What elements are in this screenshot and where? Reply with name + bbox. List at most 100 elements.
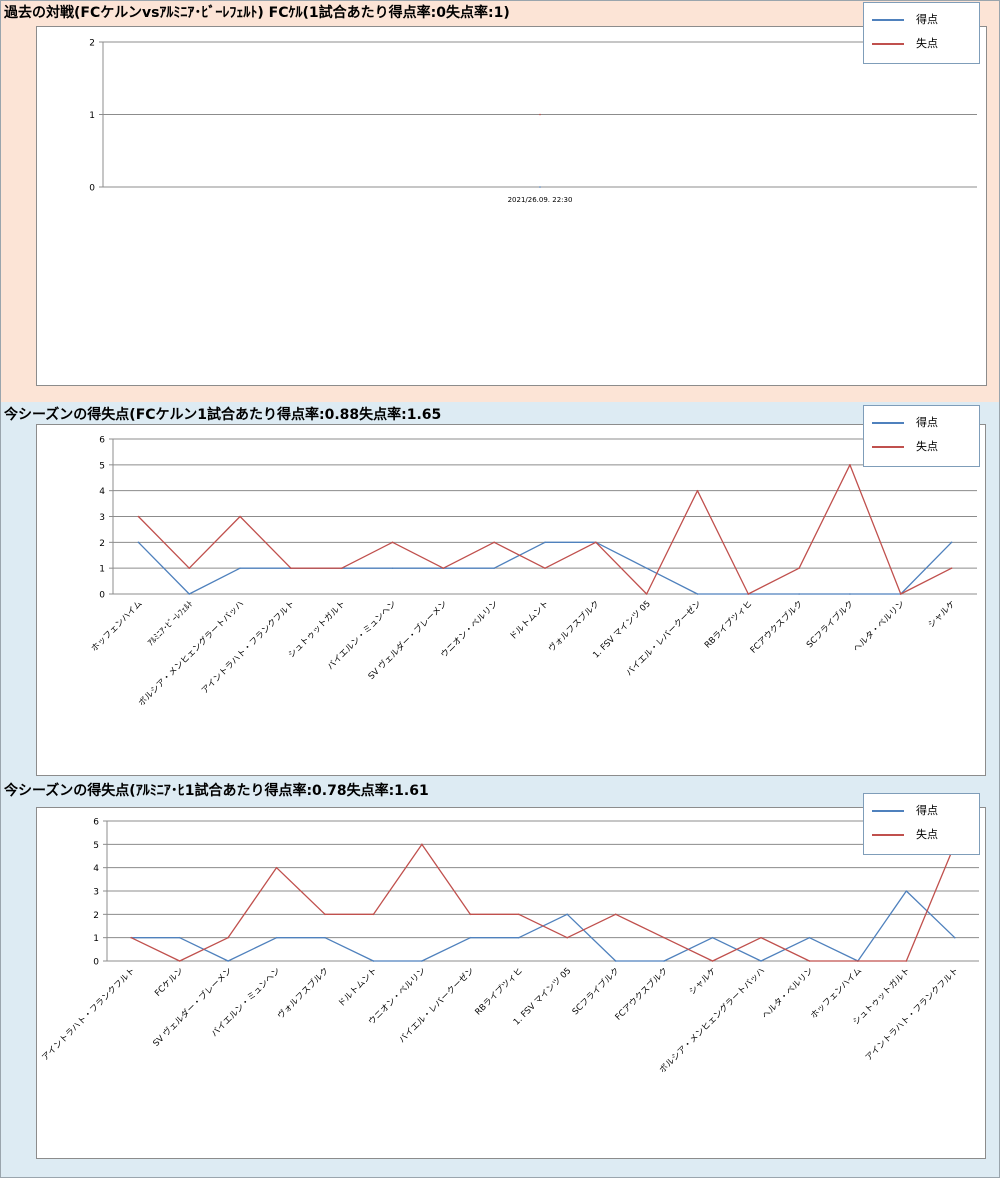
chart-legend: 得点 失点 [863, 405, 980, 467]
data-point [595, 541, 597, 544]
legend-swatch [872, 422, 904, 424]
data-point [711, 960, 714, 962]
legend-swatch [872, 810, 904, 812]
y-tick-label: 3 [99, 513, 105, 523]
data-point [372, 960, 375, 962]
legend-label: 失点 [916, 37, 938, 50]
data-point [469, 936, 472, 939]
data-point [899, 593, 902, 595]
data-point [711, 936, 714, 939]
data-point [391, 567, 394, 569]
x-tick-label: アイントラハト・フランクフルト [864, 966, 961, 1063]
chart-area: 0 1 2 2021/26.09. 22:30 [36, 26, 987, 386]
y-tick-label: 5 [99, 461, 105, 471]
legend-label: 失点 [916, 440, 938, 453]
x-tick-label: RBライプツィヒ [703, 599, 754, 650]
data-point [227, 936, 229, 939]
legend-item: 失点 [864, 826, 979, 842]
x-tick-label: ヴォルフスブルク [546, 598, 602, 654]
y-tick-label: 5 [93, 841, 99, 851]
data-point [950, 541, 953, 544]
data-point [517, 913, 520, 916]
x-tick-label: ボルシア・メンヒェングラートバッハ [136, 598, 246, 708]
data-point [663, 960, 665, 962]
data-point [849, 593, 851, 595]
data-point [645, 567, 648, 569]
data-point [566, 936, 569, 939]
data-point [614, 960, 617, 962]
legend-label: 得点 [916, 13, 938, 26]
data-point [178, 936, 181, 939]
x-tick-label: ヴォルフスブルク [275, 965, 331, 1021]
data-point [849, 464, 851, 466]
chart-svg: 0 1 2 3 4 5 6 ホッフェンハイム ｱﾙﾐﾆｱ･ﾋﾞｰﾚﾌｪﾙﾄボルシア・メンヒェング… [90, 436, 977, 708]
series-line-conceded [130, 843, 956, 962]
data-point [614, 913, 617, 916]
data-point [421, 843, 423, 846]
data-point [760, 960, 762, 962]
data-point [137, 515, 140, 518]
y-tick-label: 0 [93, 958, 99, 968]
data-point [566, 913, 569, 916]
legend-label: 得点 [916, 804, 938, 817]
series-line-conceded [137, 464, 952, 595]
x-tick-label: SCフライブルク [804, 598, 856, 650]
y-tick-label: 4 [93, 864, 99, 874]
chart-title: 今シーズンの得失点(FCケルン1試合あたり得点率:0.88失点率:1.65 [4, 407, 442, 423]
legend-label: 得点 [916, 416, 938, 429]
data-point [808, 936, 811, 939]
data-point [275, 866, 278, 869]
data-point [517, 936, 520, 939]
data-point [539, 113, 541, 116]
panel-fc-koln-season: 今シーズンの得失点(FCケルン1試合あたり得点率:0.88失点率:1.65 0 1… [0, 402, 1000, 778]
legend-item: 失点 [864, 438, 979, 454]
x-tick-label: ヘルタ・ベルリン [852, 599, 907, 654]
data-point [696, 593, 699, 595]
data-point [544, 567, 546, 569]
legend-item: 得点 [864, 802, 979, 818]
data-point [130, 936, 133, 939]
data-point [493, 567, 495, 569]
legend-swatch [872, 446, 904, 448]
y-tick-label: 3 [93, 888, 99, 898]
y-tick-label: 1 [89, 111, 95, 121]
data-point [137, 541, 140, 544]
data-point [442, 567, 445, 569]
chart-legend: 得点 失点 [863, 2, 980, 64]
legend-item: 得点 [864, 11, 979, 27]
x-tick-label: シャルケ [688, 966, 719, 997]
x-tick-label: RBライプツィヒ [473, 966, 524, 1017]
legend-label: 失点 [916, 828, 938, 841]
y-tick-label: 2 [93, 911, 99, 921]
data-point [324, 936, 326, 939]
chart-title: 過去の対戦(FCケルンvsｱﾙﾐﾆｱ･ﾋﾞｰﾚﾌｪﾙﾄ) FCｹﾙ(1試合あたり… [4, 5, 510, 21]
y-tick-label: 2 [89, 39, 95, 49]
legend-swatch [872, 834, 904, 836]
data-point [905, 960, 908, 962]
data-point [798, 593, 800, 595]
x-tick-label: ホッフェンハイム [809, 966, 864, 1021]
y-tick-label: 1 [93, 934, 99, 944]
panel-head-to-head: 過去の対戦(FCケルンvsｱﾙﾐﾆｱ･ﾋﾞｰﾚﾌｪﾙﾄ) FCｹﾙ(1試合あたり… [0, 0, 1000, 402]
data-point [544, 541, 546, 544]
y-tick-label: 0 [89, 184, 95, 194]
x-tick-label: FCアウクスブルク [613, 965, 670, 1022]
data-point [188, 567, 191, 569]
legend-swatch [872, 19, 904, 21]
chart-area: 0 1 2 3 4 5 6 アイントラハト・フランクフルト FCケルン SV ヴェルダー・ブレーメ… [36, 807, 986, 1159]
chart-legend: 得点 失点 [863, 793, 980, 855]
x-tick-label: FCアウクスブルク [748, 598, 805, 655]
data-point [324, 913, 326, 916]
x-tick-label: ウニオン・ベルリン [439, 599, 500, 660]
y-tick-label: 2 [99, 539, 105, 549]
x-tick-label: ドルトムント [508, 599, 551, 642]
x-tick-label: ヘルタ・ベルリン [760, 966, 815, 1021]
data-point [421, 960, 423, 962]
x-tick-label: シャルケ [927, 599, 958, 630]
data-point [953, 936, 956, 939]
data-point [539, 186, 541, 188]
chart-svg: 0 1 2 2021/26.09. 22:30 [89, 39, 977, 204]
data-point [950, 567, 953, 569]
legend-item: 得点 [864, 414, 979, 430]
x-tick-label: アイントラハト・フランクフルト [40, 966, 137, 1063]
